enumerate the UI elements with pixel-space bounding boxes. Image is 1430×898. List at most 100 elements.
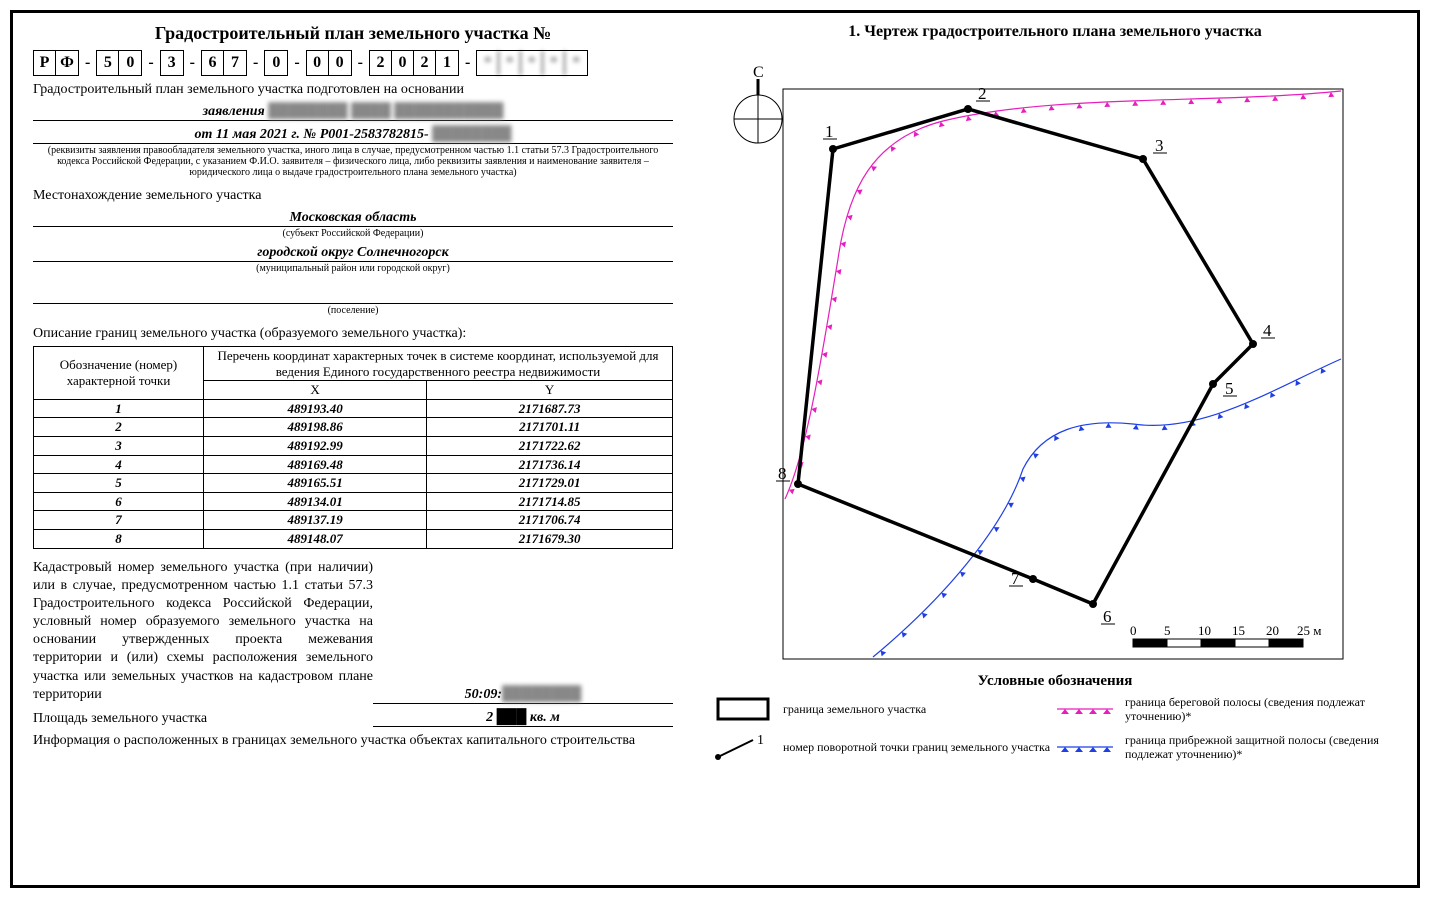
code-cell: 2 — [414, 51, 436, 75]
code-cell: * — [543, 51, 565, 75]
code-group: 0 — [264, 50, 288, 76]
coord-x: 489193.40 — [204, 399, 427, 418]
code-separator: - — [190, 54, 195, 72]
point-num: 4 — [34, 455, 204, 474]
cadastral-redacted: ████████ — [502, 687, 581, 702]
coord-x: 489169.48 — [204, 455, 427, 474]
drawing-title: 1. Чертеж градостроительного плана земел… — [713, 23, 1397, 41]
legend-title: Условные обозначения — [713, 673, 1397, 690]
location-label: Местонахождение земельного участка — [33, 188, 673, 204]
left-panel: Градостроительный план земельного участк… — [33, 23, 693, 875]
district-hint: (муниципальный район или городской округ… — [33, 263, 673, 274]
code-cell: * — [499, 51, 521, 75]
svg-text:8: 8 — [778, 464, 787, 483]
svg-text:5: 5 — [1225, 379, 1234, 398]
map-container: C123456780510152025 м — [713, 49, 1353, 669]
coord-x: 489165.51 — [204, 474, 427, 493]
code-cell: 7 — [224, 51, 246, 75]
table-row: 1 489193.40 2171687.73 — [34, 399, 673, 418]
coord-y: 2171714.85 — [427, 492, 673, 511]
legend-icon-shore — [1055, 694, 1115, 724]
subject-hint: (субъект Российской Федерации) — [33, 228, 673, 239]
basis-hint: (реквизиты заявления правообладателя зем… — [33, 145, 673, 178]
basis-prefix-2: от 11 мая 2021 г. № Р001-2583782815- — [195, 127, 429, 142]
code-separator: - — [253, 54, 258, 72]
svg-text:1: 1 — [825, 122, 834, 141]
svg-text:6: 6 — [1103, 607, 1112, 626]
page: Градостроительный план земельного участк… — [10, 10, 1420, 888]
point-num: 2 — [34, 418, 204, 437]
subject-value: Московская область — [33, 204, 673, 227]
svg-text:C: C — [753, 64, 764, 81]
doc-title: Градостроительный план земельного участк… — [33, 23, 673, 44]
table-row: 7 489137.19 2171706.74 — [34, 511, 673, 530]
code-group: 50 — [96, 50, 142, 76]
point-num: 8 — [34, 529, 204, 548]
point-num: 1 — [34, 399, 204, 418]
basis-redacted-1: ████████ ████ ███████████ — [268, 104, 503, 119]
coord-x: 489198.86 — [204, 418, 427, 437]
table-row: 5 489165.51 2171729.01 — [34, 474, 673, 493]
code-separator: - — [294, 54, 299, 72]
settlement-hint: (поселение) — [33, 305, 673, 316]
area-value: 2 ███ кв. м — [373, 710, 673, 727]
legend-text-shore: граница береговой полосы (сведения подле… — [1125, 695, 1397, 724]
code-group: 3 — [160, 50, 184, 76]
legend-item-parcel: граница земельного участка — [713, 694, 1055, 724]
coords-table: Обозначение (номер) характерной точки Пе… — [33, 346, 673, 549]
code-cell: Ф — [56, 51, 78, 75]
cadastral-block: Кадастровый номер земельного участка (пр… — [33, 559, 673, 705]
code-cell: * — [477, 51, 499, 75]
code-separator: - — [148, 54, 153, 72]
coord-x: 489134.01 — [204, 492, 427, 511]
legend-text-point: номер поворотной точки границ земельного… — [783, 740, 1050, 754]
svg-text:5: 5 — [1164, 623, 1171, 638]
code-cell: 0 — [329, 51, 351, 75]
basis-prefix-1: заявления — [203, 104, 269, 119]
coord-x: 489192.99 — [204, 436, 427, 455]
code-cell: Р — [34, 51, 56, 75]
legend-icon-point: 1 — [713, 732, 773, 762]
code-group: 67 — [201, 50, 247, 76]
code-separator: - — [465, 54, 470, 72]
area-unit: кв. м — [526, 710, 559, 725]
basis-intro: Градостроительный план земельного участк… — [33, 82, 673, 98]
settlement-empty — [33, 288, 673, 304]
table-row: 6 489134.01 2171714.85 — [34, 492, 673, 511]
coord-x: 489148.07 — [204, 529, 427, 548]
table-row: 4 489169.48 2171736.14 — [34, 455, 673, 474]
legend-item-shore: граница береговой полосы (сведения подле… — [1055, 694, 1397, 724]
legend-item-protect: граница прибрежной защитной полосы (свед… — [1055, 732, 1397, 762]
area-label: Площадь земельного участка — [33, 711, 373, 727]
right-panel: 1. Чертеж градостроительного плана земел… — [693, 23, 1397, 875]
area-redacted: 2 ███ — [486, 710, 526, 725]
cadastral-map: C123456780510152025 м — [713, 49, 1353, 669]
cadastral-value: 50:09:████████ — [373, 687, 673, 704]
basis-line-2: от 11 мая 2021 г. № Р001-2583782815- ███… — [33, 121, 673, 144]
legend-item-point: 1 номер поворотной точки границ земельно… — [713, 732, 1055, 762]
svg-text:1: 1 — [757, 733, 764, 748]
boundaries-label: Описание границ земельного участка (обра… — [33, 326, 673, 342]
point-num: 7 — [34, 511, 204, 530]
svg-text:0: 0 — [1130, 623, 1137, 638]
point-num: 5 — [34, 474, 204, 493]
code-group: ***** — [476, 50, 588, 76]
svg-text:4: 4 — [1263, 321, 1272, 340]
code-cell: 2 — [370, 51, 392, 75]
point-num: 3 — [34, 436, 204, 455]
code-cell: 0 — [392, 51, 414, 75]
code-cell: 5 — [97, 51, 119, 75]
svg-text:20: 20 — [1266, 623, 1279, 638]
coord-y: 2171701.11 — [427, 418, 673, 437]
point-num: 6 — [34, 492, 204, 511]
code-separator: - — [85, 54, 90, 72]
coord-x: 489137.19 — [204, 511, 427, 530]
legend-text-protect: граница прибрежной защитной полосы (свед… — [1125, 733, 1397, 762]
svg-text:3: 3 — [1155, 136, 1164, 155]
code-cell: * — [521, 51, 543, 75]
code-group: 2021 — [369, 50, 459, 76]
svg-text:25 м: 25 м — [1297, 623, 1321, 638]
code-cell: 3 — [161, 51, 183, 75]
cadastral-prefix: 50:09: — [465, 687, 502, 702]
coord-y: 2171679.30 — [427, 529, 673, 548]
